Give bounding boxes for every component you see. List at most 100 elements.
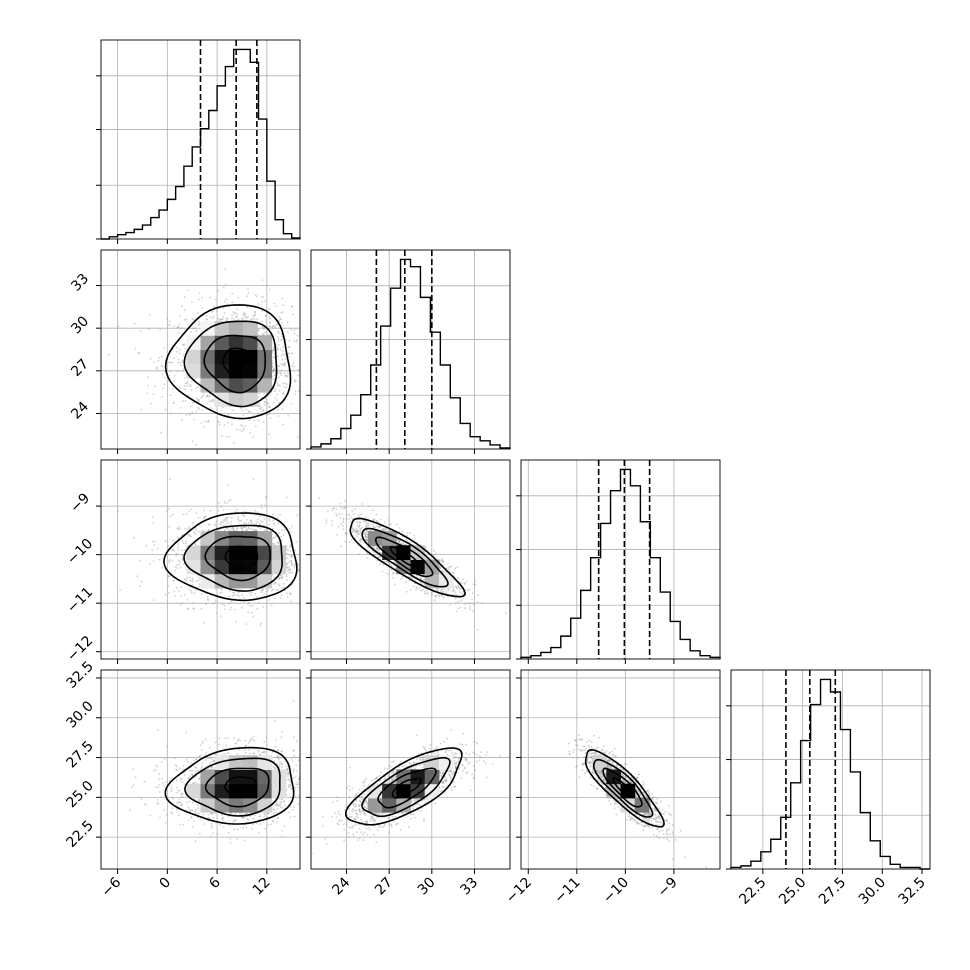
sample-point <box>153 544 156 546</box>
scatter-panel-p1-p2 <box>306 459 511 664</box>
sample-point <box>134 322 136 325</box>
sample-point <box>344 540 347 543</box>
sample-point <box>195 511 198 514</box>
sample-point <box>350 539 353 541</box>
sample-point <box>239 429 241 431</box>
sample-point <box>155 366 158 368</box>
sample-point <box>177 326 180 329</box>
sample-point <box>366 557 368 559</box>
sample-point <box>227 414 230 416</box>
sample-point <box>273 597 276 600</box>
sample-point <box>180 594 183 597</box>
sample-point <box>344 532 347 535</box>
sample-point <box>464 607 466 609</box>
sample-point <box>297 368 300 371</box>
sample-point <box>346 532 349 535</box>
sample-point <box>357 553 360 555</box>
sample-point <box>332 507 334 510</box>
sample-point <box>173 325 175 328</box>
panel-background <box>311 250 510 449</box>
sample-point <box>138 585 141 588</box>
sample-point <box>175 586 178 589</box>
sample-point <box>476 601 479 604</box>
sample-point <box>192 521 195 524</box>
x-tick-label: 22.5 <box>736 875 769 908</box>
sample-point <box>198 298 201 301</box>
sample-point <box>178 589 180 592</box>
sample-point <box>164 540 167 543</box>
sample-point <box>262 421 265 423</box>
sample-point <box>169 412 172 415</box>
sample-point <box>247 292 250 294</box>
sample-point <box>223 608 226 610</box>
sample-point <box>255 425 257 428</box>
sample-point <box>187 607 190 610</box>
sample-point <box>331 509 334 512</box>
sample-point <box>276 517 279 519</box>
sample-point <box>195 443 197 446</box>
sample-point <box>347 518 350 520</box>
sample-point <box>183 296 186 299</box>
sample-point <box>212 602 215 605</box>
sample-point <box>187 289 190 292</box>
sample-point <box>159 329 162 331</box>
sample-point <box>209 296 212 299</box>
sample-point <box>214 599 217 602</box>
sample-point <box>442 560 445 563</box>
sample-point <box>463 582 466 585</box>
sample-point <box>157 359 160 362</box>
sample-point <box>217 510 220 512</box>
sample-point <box>180 407 182 409</box>
sample-point <box>290 531 293 533</box>
sample-point <box>342 519 345 521</box>
sample-point <box>472 603 475 606</box>
sample-point <box>161 395 163 398</box>
sample-point <box>230 600 233 603</box>
sample-point <box>441 558 444 560</box>
sample-point <box>243 312 246 314</box>
sample-point <box>433 553 435 556</box>
sample-point <box>168 525 171 528</box>
sample-point <box>474 583 477 586</box>
sample-point <box>331 524 334 527</box>
sample-point <box>285 374 288 377</box>
sample-point <box>445 567 448 570</box>
sample-point <box>255 295 258 298</box>
sample-point <box>254 294 257 296</box>
sample-point <box>382 563 385 566</box>
sample-point <box>178 323 181 326</box>
scatter-panel-p0-p2: −12−11−10−9 <box>64 459 301 665</box>
sample-point <box>179 603 182 606</box>
sample-point <box>250 611 253 614</box>
sample-point <box>270 604 273 607</box>
sample-point <box>361 503 364 505</box>
sample-point <box>192 602 194 605</box>
sample-point <box>275 305 278 307</box>
sample-point <box>281 358 283 361</box>
sample-point <box>252 615 255 618</box>
sample-point <box>455 610 458 613</box>
sample-point <box>281 322 284 324</box>
sample-point <box>256 607 258 610</box>
sample-point <box>390 569 393 571</box>
sample-point <box>295 340 298 343</box>
y-tick-label: −10 <box>64 536 96 568</box>
sample-point <box>257 419 260 422</box>
sample-point <box>434 595 437 598</box>
sample-point <box>181 418 184 421</box>
sample-point <box>246 295 249 298</box>
sample-point <box>466 589 469 592</box>
sample-point <box>294 390 297 392</box>
sample-point <box>418 587 421 589</box>
sample-point <box>260 296 262 299</box>
sample-point <box>401 575 404 578</box>
sample-point <box>178 349 181 352</box>
sample-point <box>158 357 161 359</box>
sample-point <box>169 361 172 364</box>
y-tick-label: −12 <box>64 633 96 665</box>
sample-point <box>201 296 203 299</box>
sample-point <box>264 504 266 507</box>
sample-point <box>176 527 179 530</box>
sample-point <box>163 383 166 386</box>
